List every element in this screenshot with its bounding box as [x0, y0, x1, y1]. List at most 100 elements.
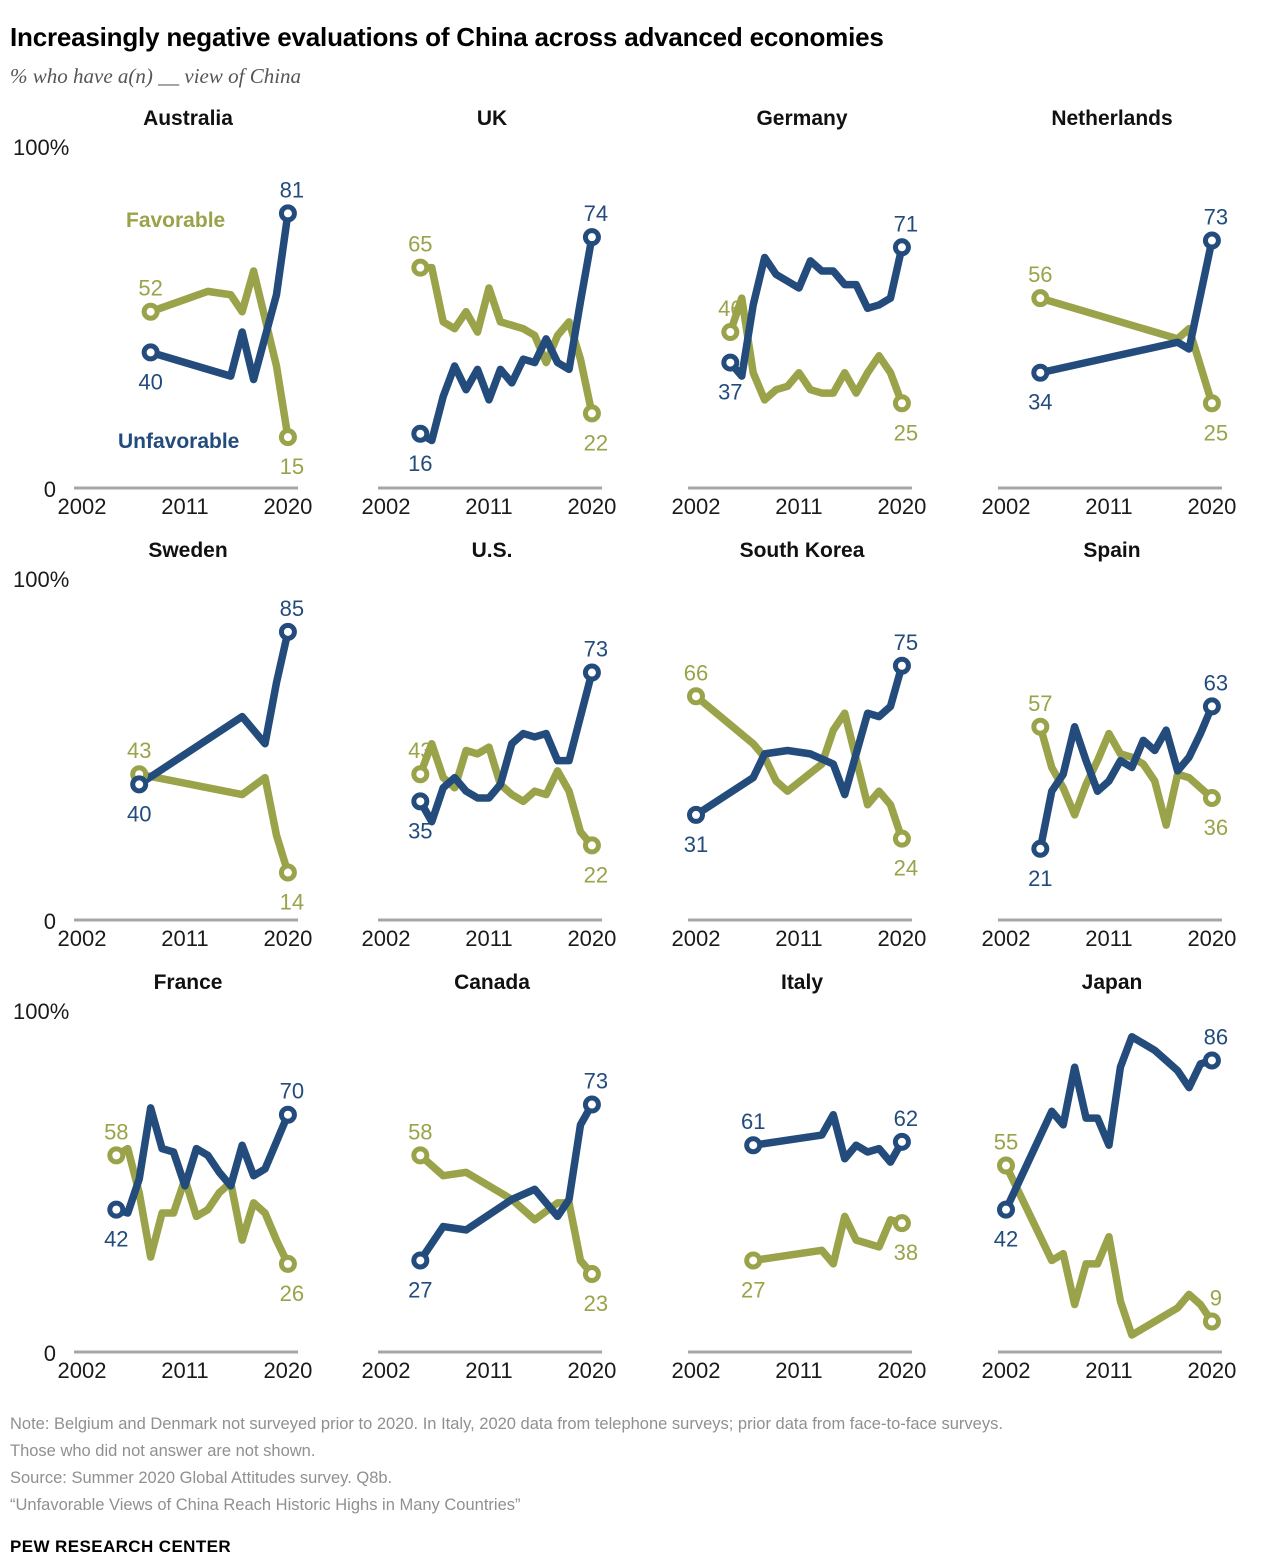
- favorable-line: [112, 1145, 292, 1268]
- x-tick-label: 2011: [161, 926, 208, 951]
- line-chart: 2002 2011 2020 43 22 35 73: [362, 637, 617, 951]
- x-tick-label: 2002: [672, 1358, 721, 1383]
- source-line: Source: Summer 2020 Global Attitudes sur…: [10, 1469, 393, 1488]
- x-tick-label: 2002: [982, 494, 1031, 519]
- favorable-endpoint-marker: [1202, 789, 1221, 808]
- x-tick-label: 2011: [161, 1358, 208, 1383]
- x-tick-label: 2011: [1085, 1358, 1132, 1383]
- unfavorable-value-label: 34: [1028, 390, 1052, 415]
- line-chart: 2002 2011 2020 66 24 31 75: [672, 630, 927, 951]
- unfavorable-line: [692, 662, 906, 819]
- country-title: Canada: [454, 971, 530, 995]
- favorable-value-label: 52: [138, 276, 162, 301]
- unfavorable-endpoint-marker: [1202, 1051, 1221, 1070]
- unfavorable-line: [416, 669, 596, 826]
- favorable-value-label: 56: [1028, 262, 1052, 287]
- unfavorable-endpoint-marker: [721, 353, 740, 372]
- favorable-endpoint-marker: [687, 687, 705, 706]
- unfavorable-endpoint-marker: [997, 1200, 1015, 1219]
- favorable-endpoint-marker: [278, 863, 297, 882]
- unfavorable-value-label: 61: [741, 1110, 765, 1135]
- unfavorable-value-label: 81: [280, 178, 304, 203]
- favorable-value-label: 43: [127, 739, 151, 764]
- x-tick-label: 2002: [982, 926, 1031, 951]
- unfavorable-line: [1036, 237, 1216, 377]
- favorable-endpoint-marker: [278, 1255, 297, 1274]
- unfavorable-value-label: 62: [894, 1106, 918, 1131]
- unfavorable-endpoint-marker: [411, 792, 430, 811]
- y-axis-0-label: 0: [43, 1341, 56, 1367]
- unfavorable-endpoint-marker: [582, 663, 601, 682]
- favorable-line: [749, 1212, 906, 1268]
- favorable-value-label: 27: [741, 1278, 765, 1303]
- country-title: Spain: [1083, 539, 1141, 563]
- favorable-line: [146, 267, 292, 442]
- country-title: UK: [476, 107, 508, 131]
- favorable-value-label: 65: [408, 232, 432, 257]
- unfavorable-value-label: 16: [408, 451, 432, 476]
- favorable-value-label: 43: [408, 739, 432, 764]
- favorable-endpoint-marker: [997, 1156, 1015, 1175]
- favorable-value-label: 26: [280, 1281, 304, 1306]
- y-axis-0-label: 0: [43, 477, 56, 503]
- favorable-value-label: 25: [1204, 421, 1228, 446]
- unfavorable-value-label: 75: [894, 630, 918, 655]
- chart-grid: Australia 100% 0 2002 2011 2020 52 15 40 81 Fa…: [0, 103, 1280, 1399]
- favorable-value-label: 15: [280, 454, 304, 479]
- favorable-value-label: 23: [584, 1291, 608, 1316]
- country-panel: Sweden 100% 0 2002 2011 2020 43 14 40 85: [0, 535, 340, 967]
- x-tick-label: 2002: [672, 926, 721, 951]
- unfavorable-value-label: 37: [718, 380, 742, 405]
- page-title: Increasingly negative evaluations of Chi…: [10, 22, 884, 52]
- unfavorable-endpoint-marker: [744, 1136, 763, 1155]
- favorable-value-label: 46: [718, 296, 742, 321]
- unfavorable-value-label: 42: [104, 1227, 128, 1252]
- x-tick-label: 2011: [775, 494, 822, 519]
- unfavorable-endpoint-marker: [892, 657, 911, 676]
- x-tick-label: 2011: [465, 1358, 512, 1383]
- unfavorable-endpoint-marker: [687, 806, 705, 825]
- favorable-endpoint-marker: [411, 258, 430, 277]
- unfavorable-value-label: 27: [408, 1278, 432, 1303]
- chart-footer: Note: Belgium and Denmark not surveyed p…: [0, 1399, 1280, 1557]
- x-tick-label: 2020: [263, 1358, 312, 1383]
- unfavorable-line: [1036, 702, 1216, 853]
- pew-research-center-logo: PEW RESEARCH CENTER: [10, 1536, 232, 1556]
- unfavorable-value-label: 73: [584, 1069, 608, 1094]
- favorable-endpoint-marker: [744, 1251, 763, 1270]
- x-tick-label: 2020: [567, 494, 616, 519]
- favorable-line: [1036, 723, 1216, 830]
- favorable-value-label: 38: [894, 1240, 918, 1265]
- country-title: Australia: [143, 107, 233, 131]
- y-axis-100-label: 100%: [13, 999, 70, 1025]
- favorable-value-label: 25: [894, 421, 918, 446]
- favorable-line: [135, 770, 292, 877]
- line-chart: 2002 2011 2020 58 26 42 70: [58, 1079, 313, 1383]
- favorable-series-label: Favorable: [126, 209, 226, 233]
- unfavorable-endpoint-marker: [1031, 840, 1050, 859]
- unfavorable-value-label: 40: [138, 370, 162, 395]
- note-line: Those who did not answer are not shown.: [10, 1442, 316, 1461]
- unfavorable-endpoint-marker: [892, 1133, 911, 1152]
- line-chart: 2002 2011 2020 27 38 61 62: [672, 1106, 927, 1383]
- unfavorable-endpoint-marker: [278, 623, 297, 642]
- chart-header: Increasingly negative evaluations of Chi…: [0, 0, 1280, 89]
- unfavorable-value-label: 71: [894, 212, 918, 237]
- country-panel: Australia 100% 0 2002 2011 2020 52 15 40 81 Fa…: [0, 103, 340, 535]
- x-tick-label: 2020: [1187, 926, 1236, 951]
- favorable-endpoint-marker: [411, 765, 430, 784]
- x-tick-label: 2020: [877, 1358, 926, 1383]
- unfavorable-value-label: 40: [127, 802, 151, 827]
- favorable-endpoint-marker: [1031, 289, 1050, 308]
- unfavorable-endpoint-marker: [1031, 364, 1050, 383]
- line-chart: 2002 2011 2020 52 15 40 81: [58, 178, 313, 520]
- favorable-endpoint-marker: [892, 394, 911, 413]
- unfavorable-line: [135, 628, 292, 789]
- unfavorable-endpoint-marker: [278, 1105, 297, 1124]
- favorable-endpoint-marker: [1031, 718, 1050, 737]
- country-title: France: [153, 971, 223, 995]
- favorable-value-label: 58: [408, 1120, 432, 1145]
- unfavorable-line: [416, 1101, 596, 1265]
